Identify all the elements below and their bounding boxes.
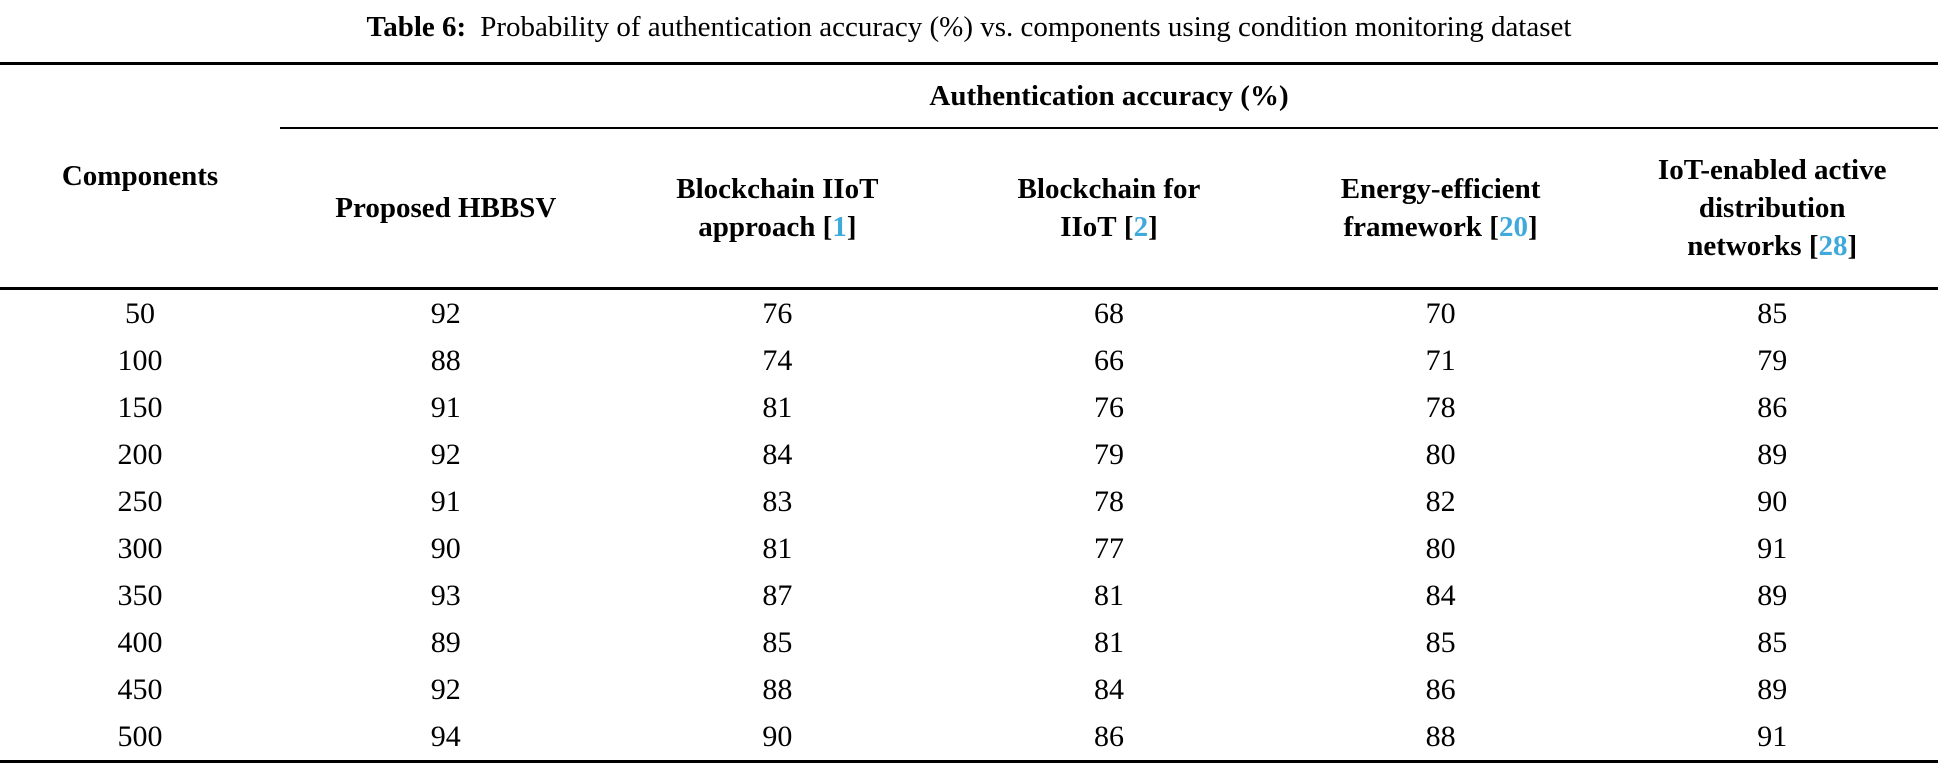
accuracy-cell: 81: [762, 531, 793, 565]
accuracy-cell: 68: [1093, 296, 1124, 330]
citation-number[interactable]: 2: [1133, 211, 1149, 243]
components-cell: 500: [117, 719, 163, 753]
components-cell: 150: [117, 390, 163, 424]
accuracy-cell: 92: [430, 296, 461, 330]
method-column-header: Proposed HBBSV: [335, 192, 557, 224]
accuracy-cell: 79: [1093, 437, 1124, 471]
table-caption: Table 6: Probability of authentication ac…: [0, 0, 1938, 62]
results-table: Components Authentication accuracy (%) P…: [0, 62, 1938, 763]
accuracy-cell: 84: [762, 437, 793, 471]
accuracy-cell: 76: [1093, 390, 1124, 424]
table-row: 250 91 83 78 82 90: [0, 478, 1938, 525]
accuracy-cell: 93: [430, 578, 461, 612]
accuracy-cell: 85: [1757, 625, 1788, 659]
caption-text: Probability of authentication accuracy (…: [480, 11, 1572, 43]
components-cell: 50: [125, 296, 155, 330]
accuracy-cell: 85: [762, 625, 793, 659]
accuracy-cell: 78: [1093, 484, 1124, 518]
accuracy-cell: 74: [762, 343, 793, 377]
table-row: 450 92 88 84 86 89: [0, 666, 1938, 713]
accuracy-cell: 87: [762, 578, 793, 612]
components-cell: 400: [117, 625, 163, 659]
table-header: Components Authentication accuracy (%) P…: [0, 63, 1938, 289]
method-column-header: IoT-enabled active distribution networks […: [1657, 154, 1887, 262]
accuracy-cell: 90: [430, 531, 461, 565]
accuracy-cell: 82: [1425, 484, 1456, 518]
accuracy-cell: 90: [762, 719, 793, 753]
accuracy-cell: 89: [1757, 437, 1788, 471]
accuracy-cell: 80: [1425, 531, 1456, 565]
table-row: 300 90 81 77 80 91: [0, 525, 1938, 572]
accuracy-cell: 92: [430, 672, 461, 706]
components-cell: 250: [117, 484, 163, 518]
accuracy-cell: 85: [1425, 625, 1456, 659]
table-row: 350 93 87 81 84 89: [0, 572, 1938, 619]
table-row: 400 89 85 81 85 85: [0, 619, 1938, 666]
table-row: 200 92 84 79 80 89: [0, 431, 1938, 478]
accuracy-cell: 84: [1093, 672, 1124, 706]
components-cell: 100: [117, 343, 163, 377]
citation-number[interactable]: 28: [1818, 230, 1848, 262]
components-cell: 450: [117, 672, 163, 706]
accuracy-cell: 86: [1425, 672, 1456, 706]
accuracy-cell: 85: [1757, 296, 1788, 330]
accuracy-cell: 80: [1425, 437, 1456, 471]
accuracy-cell: 78: [1425, 390, 1456, 424]
accuracy-cell: 70: [1425, 296, 1456, 330]
citation-number[interactable]: 1: [832, 211, 847, 243]
accuracy-cell: 89: [1757, 578, 1788, 612]
accuracy-cell: 88: [1425, 719, 1456, 753]
accuracy-cell: 94: [430, 719, 461, 753]
accuracy-cell: 83: [762, 484, 793, 518]
accuracy-cell: 88: [430, 343, 461, 377]
table-row: 150 91 81 76 78 86: [0, 384, 1938, 431]
accuracy-cell: 84: [1425, 578, 1456, 612]
accuracy-cell: 88: [762, 672, 793, 706]
table-row: 50 92 76 68 70 85: [0, 289, 1938, 338]
accuracy-cell: 79: [1757, 343, 1788, 377]
accuracy-cell: 86: [1093, 719, 1124, 753]
table-body: 50 92 76 68 70 85 100 88 74 66 71 79 150 91 81 76 78 86 20…: [0, 289, 1938, 762]
accuracy-cell: 66: [1093, 343, 1124, 377]
method-column-header: Energy-efficient framework [20]: [1340, 173, 1541, 243]
accuracy-cell: 89: [1757, 672, 1788, 706]
accuracy-cell: 89: [430, 625, 461, 659]
span-header-authentication-accuracy: Authentication accuracy (%): [280, 63, 1938, 129]
accuracy-cell: 81: [762, 390, 793, 424]
components-cell: 200: [117, 437, 163, 471]
accuracy-cell: 86: [1757, 390, 1788, 424]
accuracy-cell: 91: [430, 484, 461, 518]
accuracy-cell: 81: [1093, 625, 1124, 659]
accuracy-cell: 91: [430, 390, 461, 424]
method-column-header: Blockchain IIoT approach [1]: [676, 173, 879, 243]
components-cell: 300: [117, 531, 163, 565]
accuracy-cell: 91: [1757, 719, 1788, 753]
accuracy-cell: 81: [1093, 578, 1124, 612]
accuracy-cell: 71: [1425, 343, 1456, 377]
accuracy-cell: 76: [762, 296, 793, 330]
accuracy-cell: 77: [1093, 531, 1124, 565]
citation-number[interactable]: 20: [1498, 211, 1528, 243]
table-row: 100 88 74 66 71 79: [0, 337, 1938, 384]
method-column-header: Blockchain for IIoT [2]: [1017, 173, 1201, 243]
col-header-components: Components: [61, 159, 219, 192]
table-row: 500 94 90 86 88 91: [0, 713, 1938, 762]
accuracy-cell: 90: [1757, 484, 1788, 518]
caption-label: Table 6:: [366, 11, 467, 43]
accuracy-cell: 92: [430, 437, 461, 471]
components-cell: 350: [117, 578, 163, 612]
accuracy-cell: 91: [1757, 531, 1788, 565]
